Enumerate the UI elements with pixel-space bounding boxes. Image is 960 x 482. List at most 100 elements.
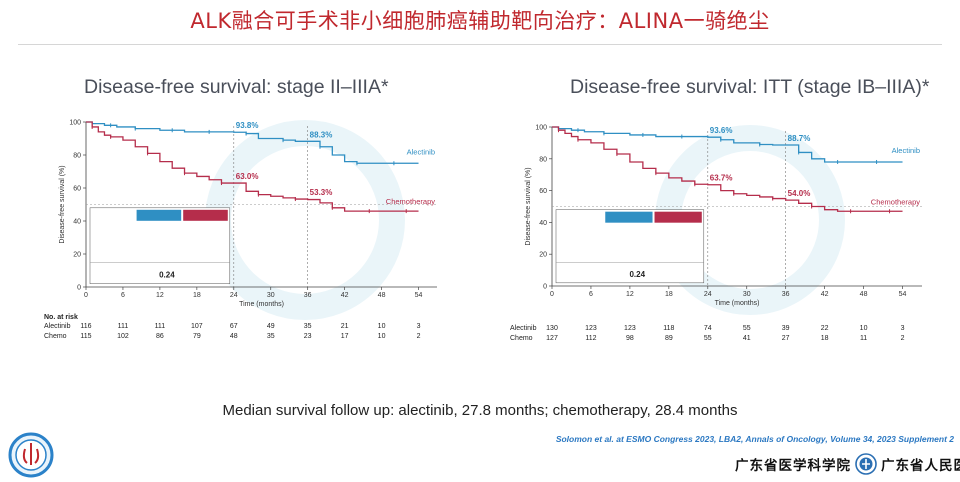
- risk-table-header: No. at risk: [44, 314, 78, 321]
- x-tick-label: 36: [782, 291, 790, 298]
- risk-row-label: Chemo: [44, 333, 67, 340]
- x-tick-label: 24: [704, 291, 712, 298]
- chart-right-title: Disease-free survival: ITT (stage IB–III…: [570, 76, 930, 98]
- plot-area: 0 20 40 60 80 100 0 6 12 18 24 30 36 42 48 54 Time (mont…: [510, 125, 922, 342]
- risk-value: 112: [585, 335, 596, 342]
- value-annotation: 63.0%: [236, 172, 259, 181]
- risk-value: 21: [341, 323, 349, 330]
- y-axis-label: Disease-free survival (%): [59, 165, 66, 243]
- risk-value: 130: [546, 325, 558, 332]
- risk-value: 98: [626, 335, 634, 342]
- value-annotation: 54.0%: [788, 189, 811, 198]
- value-annotation: 88.7%: [788, 134, 811, 143]
- risk-value: 2: [901, 335, 905, 342]
- x-tick-label: 18: [193, 292, 201, 299]
- inset-hr-value: 0.24: [629, 270, 645, 279]
- y-tick-label: 60: [73, 186, 81, 193]
- risk-value: 55: [704, 335, 712, 342]
- x-tick-label: 12: [156, 292, 164, 299]
- x-tick-label: 6: [121, 292, 125, 299]
- risk-value: 111: [155, 323, 166, 330]
- risk-value: 102: [117, 333, 129, 340]
- value-annotation: 93.6%: [710, 126, 733, 135]
- series-line-chemotherapy: [552, 126, 903, 212]
- risk-value: 115: [80, 333, 91, 340]
- risk-row-label: Alectinib: [44, 323, 71, 330]
- citation: Solomon et al. at ESMO Congress 2023, LB…: [555, 434, 954, 444]
- inset-header-chemo: [654, 211, 702, 223]
- risk-value: 107: [191, 323, 203, 330]
- x-tick-label: 42: [821, 291, 829, 298]
- x-tick-label: 36: [304, 292, 312, 299]
- x-tick-label: 30: [267, 292, 275, 299]
- x-tick-label: 18: [665, 291, 673, 298]
- x-axis-label: Time (months): [239, 301, 284, 308]
- risk-value: 74: [704, 325, 712, 332]
- y-tick-label: 0: [77, 285, 81, 292]
- risk-value: 123: [585, 325, 597, 332]
- risk-value: 55: [743, 325, 751, 332]
- y-tick-label: 60: [539, 188, 547, 195]
- society-logo: [8, 432, 54, 478]
- x-tick-label: 24: [230, 292, 238, 299]
- y-tick-label: 40: [73, 219, 81, 226]
- y-tick-label: 80: [539, 156, 547, 163]
- risk-value: 123: [624, 325, 636, 332]
- risk-value: 67: [230, 323, 238, 330]
- risk-value: 27: [782, 335, 790, 342]
- y-tick-label: 100: [535, 125, 547, 132]
- x-tick-label: 0: [550, 291, 554, 298]
- risk-value: 86: [156, 333, 164, 340]
- risk-value: 35: [267, 333, 275, 340]
- x-tick-label: 42: [341, 292, 349, 299]
- risk-value: 22: [821, 325, 829, 332]
- plot-area: 0 20 40 60 80 100 0 6 12 18 24 30 36 42 48 54 Time (mont…: [44, 120, 437, 340]
- risk-row-label: Chemo: [510, 335, 533, 342]
- slide-title: ALK融合可手术非小细胞肺癌辅助靶向治疗：ALINA一骑绝尘: [190, 9, 770, 33]
- inset-header-alectinib: [136, 209, 182, 221]
- y-tick-label: 100: [69, 120, 81, 127]
- x-tick-label: 54: [899, 291, 907, 298]
- y-tick-label: 40: [539, 220, 547, 227]
- risk-value: 127: [546, 335, 558, 342]
- value-annotation: 53.3%: [310, 188, 333, 197]
- risk-value: 2: [417, 333, 421, 340]
- x-tick-label: 0: [84, 292, 88, 299]
- x-tick-label: 48: [378, 292, 386, 299]
- chart-left-title: Disease-free survival: stage II–IIIA*: [84, 76, 389, 98]
- risk-value: 111: [118, 323, 129, 330]
- risk-value: 18: [821, 335, 829, 342]
- risk-row-label: Alectinib: [510, 325, 537, 332]
- risk-value: 23: [304, 333, 312, 340]
- hospital-seal-icon: [855, 453, 877, 475]
- x-tick-label: 12: [626, 291, 634, 298]
- risk-value: 49: [267, 323, 275, 330]
- series-label-alectinib: Alectinib: [407, 147, 435, 156]
- hospital-logo: 广东省医学科学院 广东省人民医院: [735, 452, 960, 476]
- risk-value: 10: [378, 333, 386, 340]
- value-annotation: 63.7%: [710, 174, 733, 183]
- risk-value: 35: [304, 323, 312, 330]
- y-tick-label: 80: [73, 153, 81, 160]
- series-line-alectinib: [86, 121, 419, 164]
- risk-value: 3: [901, 325, 905, 332]
- risk-value: 10: [860, 325, 868, 332]
- value-annotation: 88.3%: [310, 130, 333, 139]
- risk-value: 41: [743, 335, 751, 342]
- hospital-left-name: 广东省医学科学院: [735, 458, 851, 474]
- x-tick-label: 48: [860, 291, 868, 298]
- value-annotation: 93.8%: [236, 121, 259, 130]
- inset-hr-value: 0.24: [159, 271, 175, 280]
- series-label-chemotherapy: Chemotherapy: [871, 197, 920, 206]
- y-axis-label: Disease-free survival (%): [525, 167, 532, 245]
- series-label-chemotherapy: Chemotherapy: [386, 197, 435, 206]
- inset-header-alectinib: [605, 211, 653, 223]
- risk-value: 39: [782, 325, 790, 332]
- risk-value: 17: [341, 333, 349, 340]
- risk-value: 79: [193, 333, 201, 340]
- title-divider: [18, 44, 942, 45]
- y-tick-label: 20: [73, 252, 81, 259]
- series-label-alectinib: Alectinib: [892, 146, 920, 155]
